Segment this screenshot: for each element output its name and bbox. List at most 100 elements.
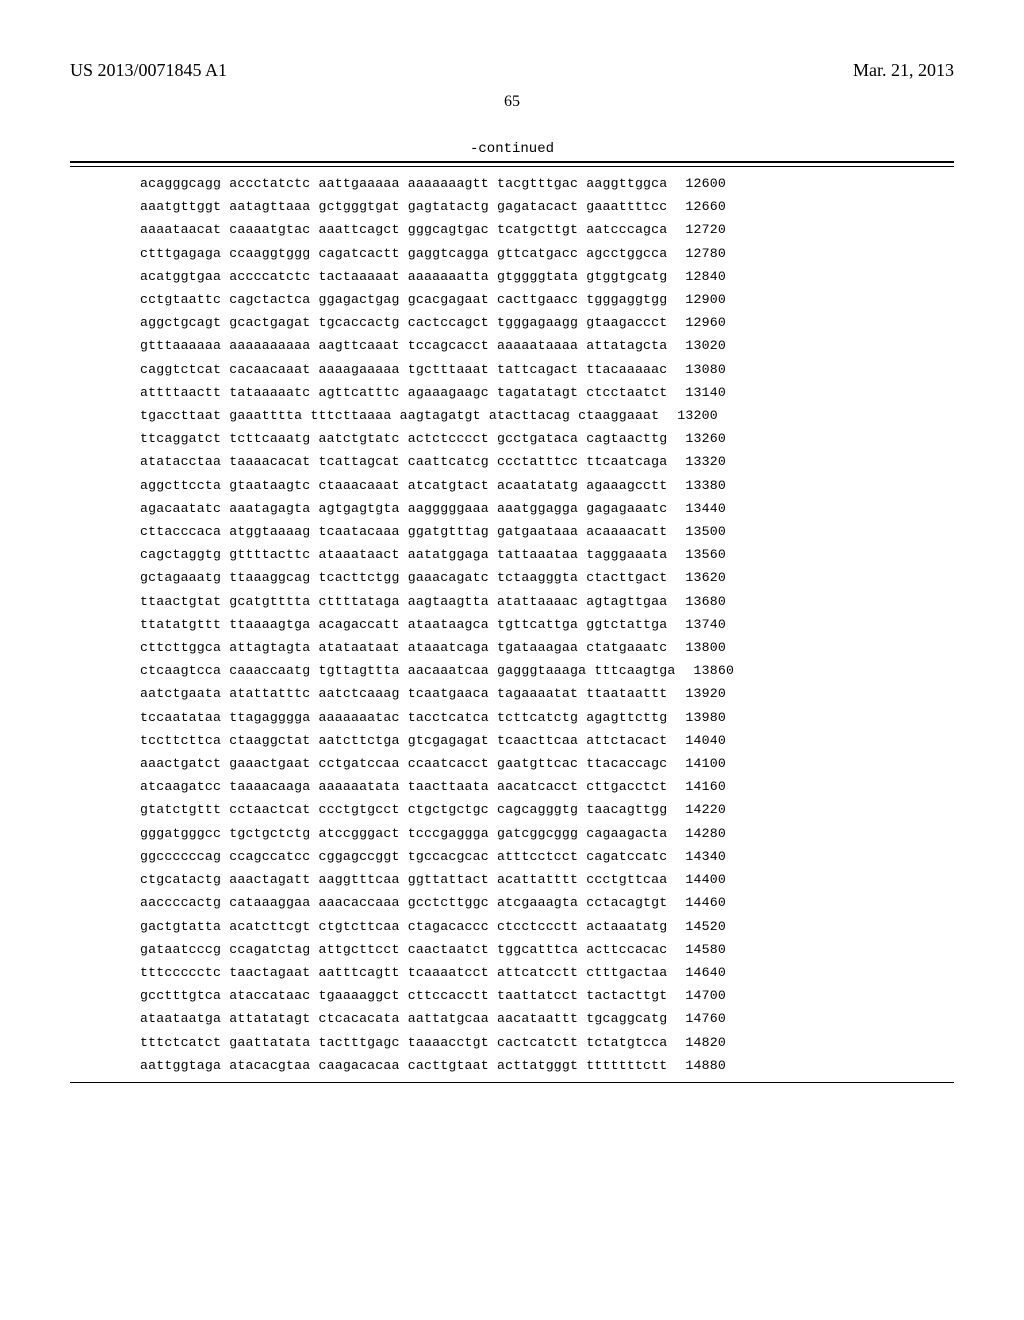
sequence-groups: tttccccctc taactagaat aatttcagtt tcaaaat… <box>140 966 667 979</box>
sequence-row: acagggcagg accctatctc aattgaaaaa aaaaaaa… <box>140 177 954 190</box>
sequence-position: 13920 <box>667 687 726 700</box>
sequence-position: 14100 <box>667 757 726 770</box>
sequence-row: aattggtaga atacacgtaa caagacacaa cacttgt… <box>140 1059 954 1072</box>
sequence-row: cagctaggtg gttttacttc ataaataact aatatgg… <box>140 548 954 561</box>
sequence-row: aaccccactg cataaaggaa aaacaccaaa gcctctt… <box>140 896 954 909</box>
sequence-listing: acagggcagg accctatctc aattgaaaaa aaaaaaa… <box>70 177 954 1072</box>
sequence-position: 14460 <box>667 896 726 909</box>
sequence-groups: gctagaaatg ttaaaggcag tcacttctgg gaaacag… <box>140 571 667 584</box>
sequence-groups: ctttgagaga ccaaggtggg cagatcactt gaggtca… <box>140 247 667 260</box>
sequence-position: 12720 <box>667 223 726 236</box>
sequence-position: 13800 <box>667 641 726 654</box>
sequence-position: 14760 <box>667 1012 726 1025</box>
sequence-row: gtatctgttt cctaactcat ccctgtgcct ctgctgc… <box>140 803 954 816</box>
sequence-groups: ttaactgtat gcatgtttta cttttataga aagtaag… <box>140 595 667 608</box>
sequence-row: ctgcatactg aaactagatt aaggtttcaa ggttatt… <box>140 873 954 886</box>
sequence-row: gactgtatta acatcttcgt ctgtcttcaa ctagaca… <box>140 920 954 933</box>
sequence-groups: tccaatataa ttagagggga aaaaaaatac tacctca… <box>140 711 667 724</box>
sequence-row: aaaataacat caaaatgtac aaattcagct gggcagt… <box>140 223 954 236</box>
sequence-position: 14580 <box>667 943 726 956</box>
sequence-groups: ctgcatactg aaactagatt aaggtttcaa ggttatt… <box>140 873 667 886</box>
sequence-position: 14400 <box>667 873 726 886</box>
sequence-row: gcctttgtca ataccataac tgaaaaggct cttccac… <box>140 989 954 1002</box>
sequence-position: 13860 <box>676 664 735 677</box>
sequence-position: 13980 <box>667 711 726 724</box>
sequence-groups: atcaagatcc taaaacaaga aaaaaatata taactta… <box>140 780 667 793</box>
sequence-position: 12660 <box>667 200 726 213</box>
sequence-groups: cctgtaattc cagctactca ggagactgag gcacgag… <box>140 293 667 306</box>
sequence-position: 14820 <box>667 1036 726 1049</box>
sequence-position: 13320 <box>667 455 726 468</box>
sequence-groups: agacaatatc aaatagagta agtgagtgta aaggggg… <box>140 502 667 515</box>
sequence-groups: attttaactt tataaaaatc agttcatttc agaaaga… <box>140 386 667 399</box>
sequence-groups: gactgtatta acatcttcgt ctgtcttcaa ctagaca… <box>140 920 667 933</box>
sequence-position: 12600 <box>667 177 726 190</box>
sequence-position: 13740 <box>667 618 726 631</box>
sequence-row: ctcaagtcca caaaccaatg tgttagttta aacaaat… <box>140 664 954 677</box>
sequence-groups: tccttcttca ctaaggctat aatcttctga gtcgaga… <box>140 734 667 747</box>
sequence-groups: acagggcagg accctatctc aattgaaaaa aaaaaaa… <box>140 177 667 190</box>
sequence-row: caggtctcat cacaacaaat aaaagaaaaa tgcttta… <box>140 363 954 376</box>
sequence-position: 13020 <box>667 339 726 352</box>
sequence-groups: aaaataacat caaaatgtac aaattcagct gggcagt… <box>140 223 667 236</box>
sequence-position: 14040 <box>667 734 726 747</box>
document-date: Mar. 21, 2013 <box>853 60 954 81</box>
sequence-row: ttatatgttt ttaaaagtga acagaccatt ataataa… <box>140 618 954 631</box>
sequence-row: ttcaggatct tcttcaaatg aatctgtatc actctcc… <box>140 432 954 445</box>
sequence-row: ctttgagaga ccaaggtggg cagatcactt gaggtca… <box>140 247 954 260</box>
sequence-row: gctagaaatg ttaaaggcag tcacttctgg gaaacag… <box>140 571 954 584</box>
sequence-position: 14220 <box>667 803 726 816</box>
sequence-position: 13680 <box>667 595 726 608</box>
sequence-groups: cttcttggca attagtagta atataataat ataaatc… <box>140 641 667 654</box>
sequence-position: 14280 <box>667 827 726 840</box>
sequence-groups: aaactgatct gaaactgaat cctgatccaa ccaatca… <box>140 757 667 770</box>
sequence-groups: ttcaggatct tcttcaaatg aatctgtatc actctcc… <box>140 432 667 445</box>
sequence-row: aaatgttggt aatagttaaa gctgggtgat gagtata… <box>140 200 954 213</box>
sequence-row: tttccccctc taactagaat aatttcagtt tcaaaat… <box>140 966 954 979</box>
sequence-groups: ttatatgttt ttaaaagtga acagaccatt ataataa… <box>140 618 667 631</box>
sequence-groups: aaatgttggt aatagttaaa gctgggtgat gagtata… <box>140 200 667 213</box>
rule-bottom <box>70 1082 954 1083</box>
sequence-groups: cttacccaca atggtaaaag tcaatacaaa ggatgtt… <box>140 525 667 538</box>
sequence-position: 12840 <box>667 270 726 283</box>
rule-top <box>70 161 954 167</box>
sequence-position: 13440 <box>667 502 726 515</box>
sequence-row: aggctgcagt gcactgagat tgcaccactg cactcca… <box>140 316 954 329</box>
sequence-groups: gataatcccg ccagatctag attgcttcct caactaa… <box>140 943 667 956</box>
sequence-groups: ataataatga attatatagt ctcacacata aattatg… <box>140 1012 667 1025</box>
sequence-row: attttaactt tataaaaatc agttcatttc agaaaga… <box>140 386 954 399</box>
sequence-groups: cagctaggtg gttttacttc ataaataact aatatgg… <box>140 548 667 561</box>
sequence-row: tccttcttca ctaaggctat aatcttctga gtcgaga… <box>140 734 954 747</box>
sequence-row: aggcttccta gtaataagtc ctaaacaaat atcatgt… <box>140 479 954 492</box>
sequence-groups: gggatgggcc tgctgctctg atccgggact tcccgag… <box>140 827 667 840</box>
sequence-position: 14340 <box>667 850 726 863</box>
sequence-position: 13500 <box>667 525 726 538</box>
sequence-row: tgaccttaat gaaatttta tttcttaaaa aagtagat… <box>140 409 954 422</box>
sequence-groups: acatggtgaa accccatctc tactaaaaat aaaaaaa… <box>140 270 667 283</box>
sequence-groups: aaccccactg cataaaggaa aaacaccaaa gcctctt… <box>140 896 667 909</box>
sequence-row: cctgtaattc cagctactca ggagactgag gcacgag… <box>140 293 954 306</box>
sequence-groups: tttctcatct gaattatata tactttgagc taaaacc… <box>140 1036 667 1049</box>
sequence-groups: atatacctaa taaaacacat tcattagcat caattca… <box>140 455 667 468</box>
sequence-position: 13080 <box>667 363 726 376</box>
sequence-row: aatctgaata atattatttc aatctcaaag tcaatga… <box>140 687 954 700</box>
sequence-position: 14520 <box>667 920 726 933</box>
sequence-groups: ggccccccag ccagccatcc cggagccggt tgccacg… <box>140 850 667 863</box>
sequence-position: 12960 <box>667 316 726 329</box>
sequence-row: ataataatga attatatagt ctcacacata aattatg… <box>140 1012 954 1025</box>
sequence-groups: aattggtaga atacacgtaa caagacacaa cacttgt… <box>140 1059 667 1072</box>
sequence-position: 13140 <box>667 386 726 399</box>
sequence-row: gggatgggcc tgctgctctg atccgggact tcccgag… <box>140 827 954 840</box>
sequence-groups: gtttaaaaaa aaaaaaaaaa aagttcaaat tccagca… <box>140 339 667 352</box>
sequence-row: atcaagatcc taaaacaaga aaaaaatata taactta… <box>140 780 954 793</box>
sequence-row: cttacccaca atggtaaaag tcaatacaaa ggatgtt… <box>140 525 954 538</box>
page-number: 65 <box>70 93 954 111</box>
sequence-row: acatggtgaa accccatctc tactaaaaat aaaaaaa… <box>140 270 954 283</box>
sequence-position: 13200 <box>659 409 718 422</box>
sequence-position: 13260 <box>667 432 726 445</box>
page-header: US 2013/0071845 A1 Mar. 21, 2013 <box>70 60 954 81</box>
sequence-groups: gcctttgtca ataccataac tgaaaaggct cttccac… <box>140 989 667 1002</box>
sequence-groups: aatctgaata atattatttc aatctcaaag tcaatga… <box>140 687 667 700</box>
sequence-position: 14640 <box>667 966 726 979</box>
sequence-row: tttctcatct gaattatata tactttgagc taaaacc… <box>140 1036 954 1049</box>
